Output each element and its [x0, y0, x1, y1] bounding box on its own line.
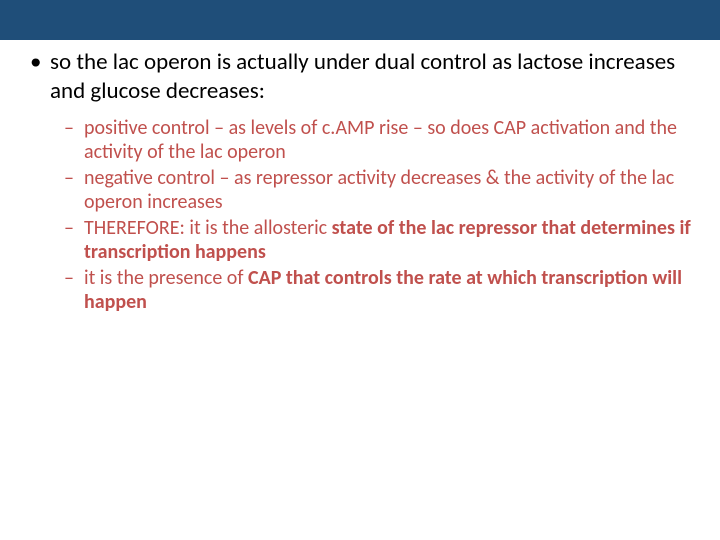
list-item: it is the presence of CAP that controls … — [50, 266, 700, 314]
slide: so the lac operon is actually under dual… — [0, 0, 720, 540]
header-bar — [0, 0, 720, 40]
level2-text-plain: positive control – as levels of c.AMP ri… — [84, 116, 677, 164]
bullet-list-level2: positive control – as levels of c.AMP ri… — [50, 116, 700, 314]
level2-text-plain: negative control – as repressor activity… — [84, 166, 674, 214]
bullet-list-level1: so the lac operon is actually under dual… — [20, 48, 700, 314]
list-item: so the lac operon is actually under dual… — [20, 48, 700, 314]
list-item: THEREFORE: it is the allosteric state of… — [50, 216, 700, 264]
list-item: positive control – as levels of c.AMP ri… — [50, 116, 700, 164]
level2-text-plain: it is the presence of — [84, 266, 248, 290]
list-item: negative control – as repressor activity… — [50, 166, 700, 214]
level2-text-plain: THEREFORE: it is the allosteric — [84, 216, 332, 240]
level1-text: so the lac operon is actually under dual… — [50, 48, 675, 105]
slide-body: so the lac operon is actually under dual… — [0, 40, 720, 314]
